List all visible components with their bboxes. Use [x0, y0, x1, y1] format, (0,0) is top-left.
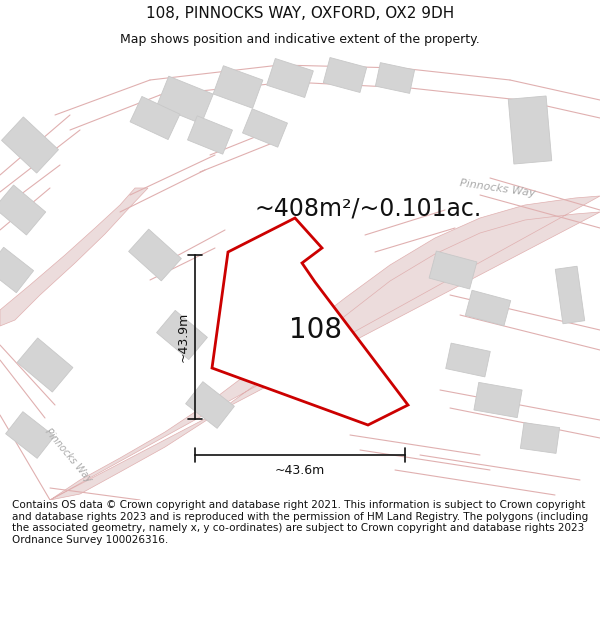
Polygon shape [213, 66, 263, 108]
Polygon shape [5, 412, 55, 458]
Polygon shape [520, 422, 560, 453]
Polygon shape [185, 382, 235, 428]
Polygon shape [242, 109, 287, 147]
Polygon shape [188, 116, 232, 154]
Polygon shape [429, 251, 477, 289]
Polygon shape [157, 311, 208, 359]
Polygon shape [508, 96, 552, 164]
Text: 108: 108 [289, 316, 341, 344]
Text: ~408m²/~0.101ac.: ~408m²/~0.101ac. [254, 196, 482, 220]
Text: Pinnocks Way: Pinnocks Way [262, 269, 311, 328]
Text: 108, PINNOCKS WAY, OXFORD, OX2 9DH: 108, PINNOCKS WAY, OXFORD, OX2 9DH [146, 6, 454, 21]
Polygon shape [474, 382, 522, 418]
Polygon shape [157, 76, 213, 124]
Text: Pinnocks Way: Pinnocks Way [460, 177, 536, 198]
Polygon shape [0, 188, 148, 326]
Polygon shape [446, 343, 490, 377]
Text: Contains OS data © Crown copyright and database right 2021. This information is : Contains OS data © Crown copyright and d… [12, 500, 588, 545]
Polygon shape [266, 59, 313, 98]
Polygon shape [0, 248, 34, 292]
Text: Map shows position and indicative extent of the property.: Map shows position and indicative extent… [120, 32, 480, 46]
Polygon shape [376, 62, 415, 93]
Polygon shape [50, 196, 600, 500]
Polygon shape [2, 117, 58, 173]
Text: ~43.9m: ~43.9m [177, 312, 190, 362]
Polygon shape [466, 290, 511, 326]
Polygon shape [128, 229, 181, 281]
Text: ~43.6m: ~43.6m [275, 464, 325, 477]
Polygon shape [555, 266, 585, 324]
Polygon shape [323, 58, 367, 92]
Polygon shape [212, 218, 408, 425]
Polygon shape [130, 96, 180, 139]
Polygon shape [0, 185, 46, 235]
Polygon shape [17, 338, 73, 392]
Text: Pinnocks Way: Pinnocks Way [43, 426, 94, 484]
